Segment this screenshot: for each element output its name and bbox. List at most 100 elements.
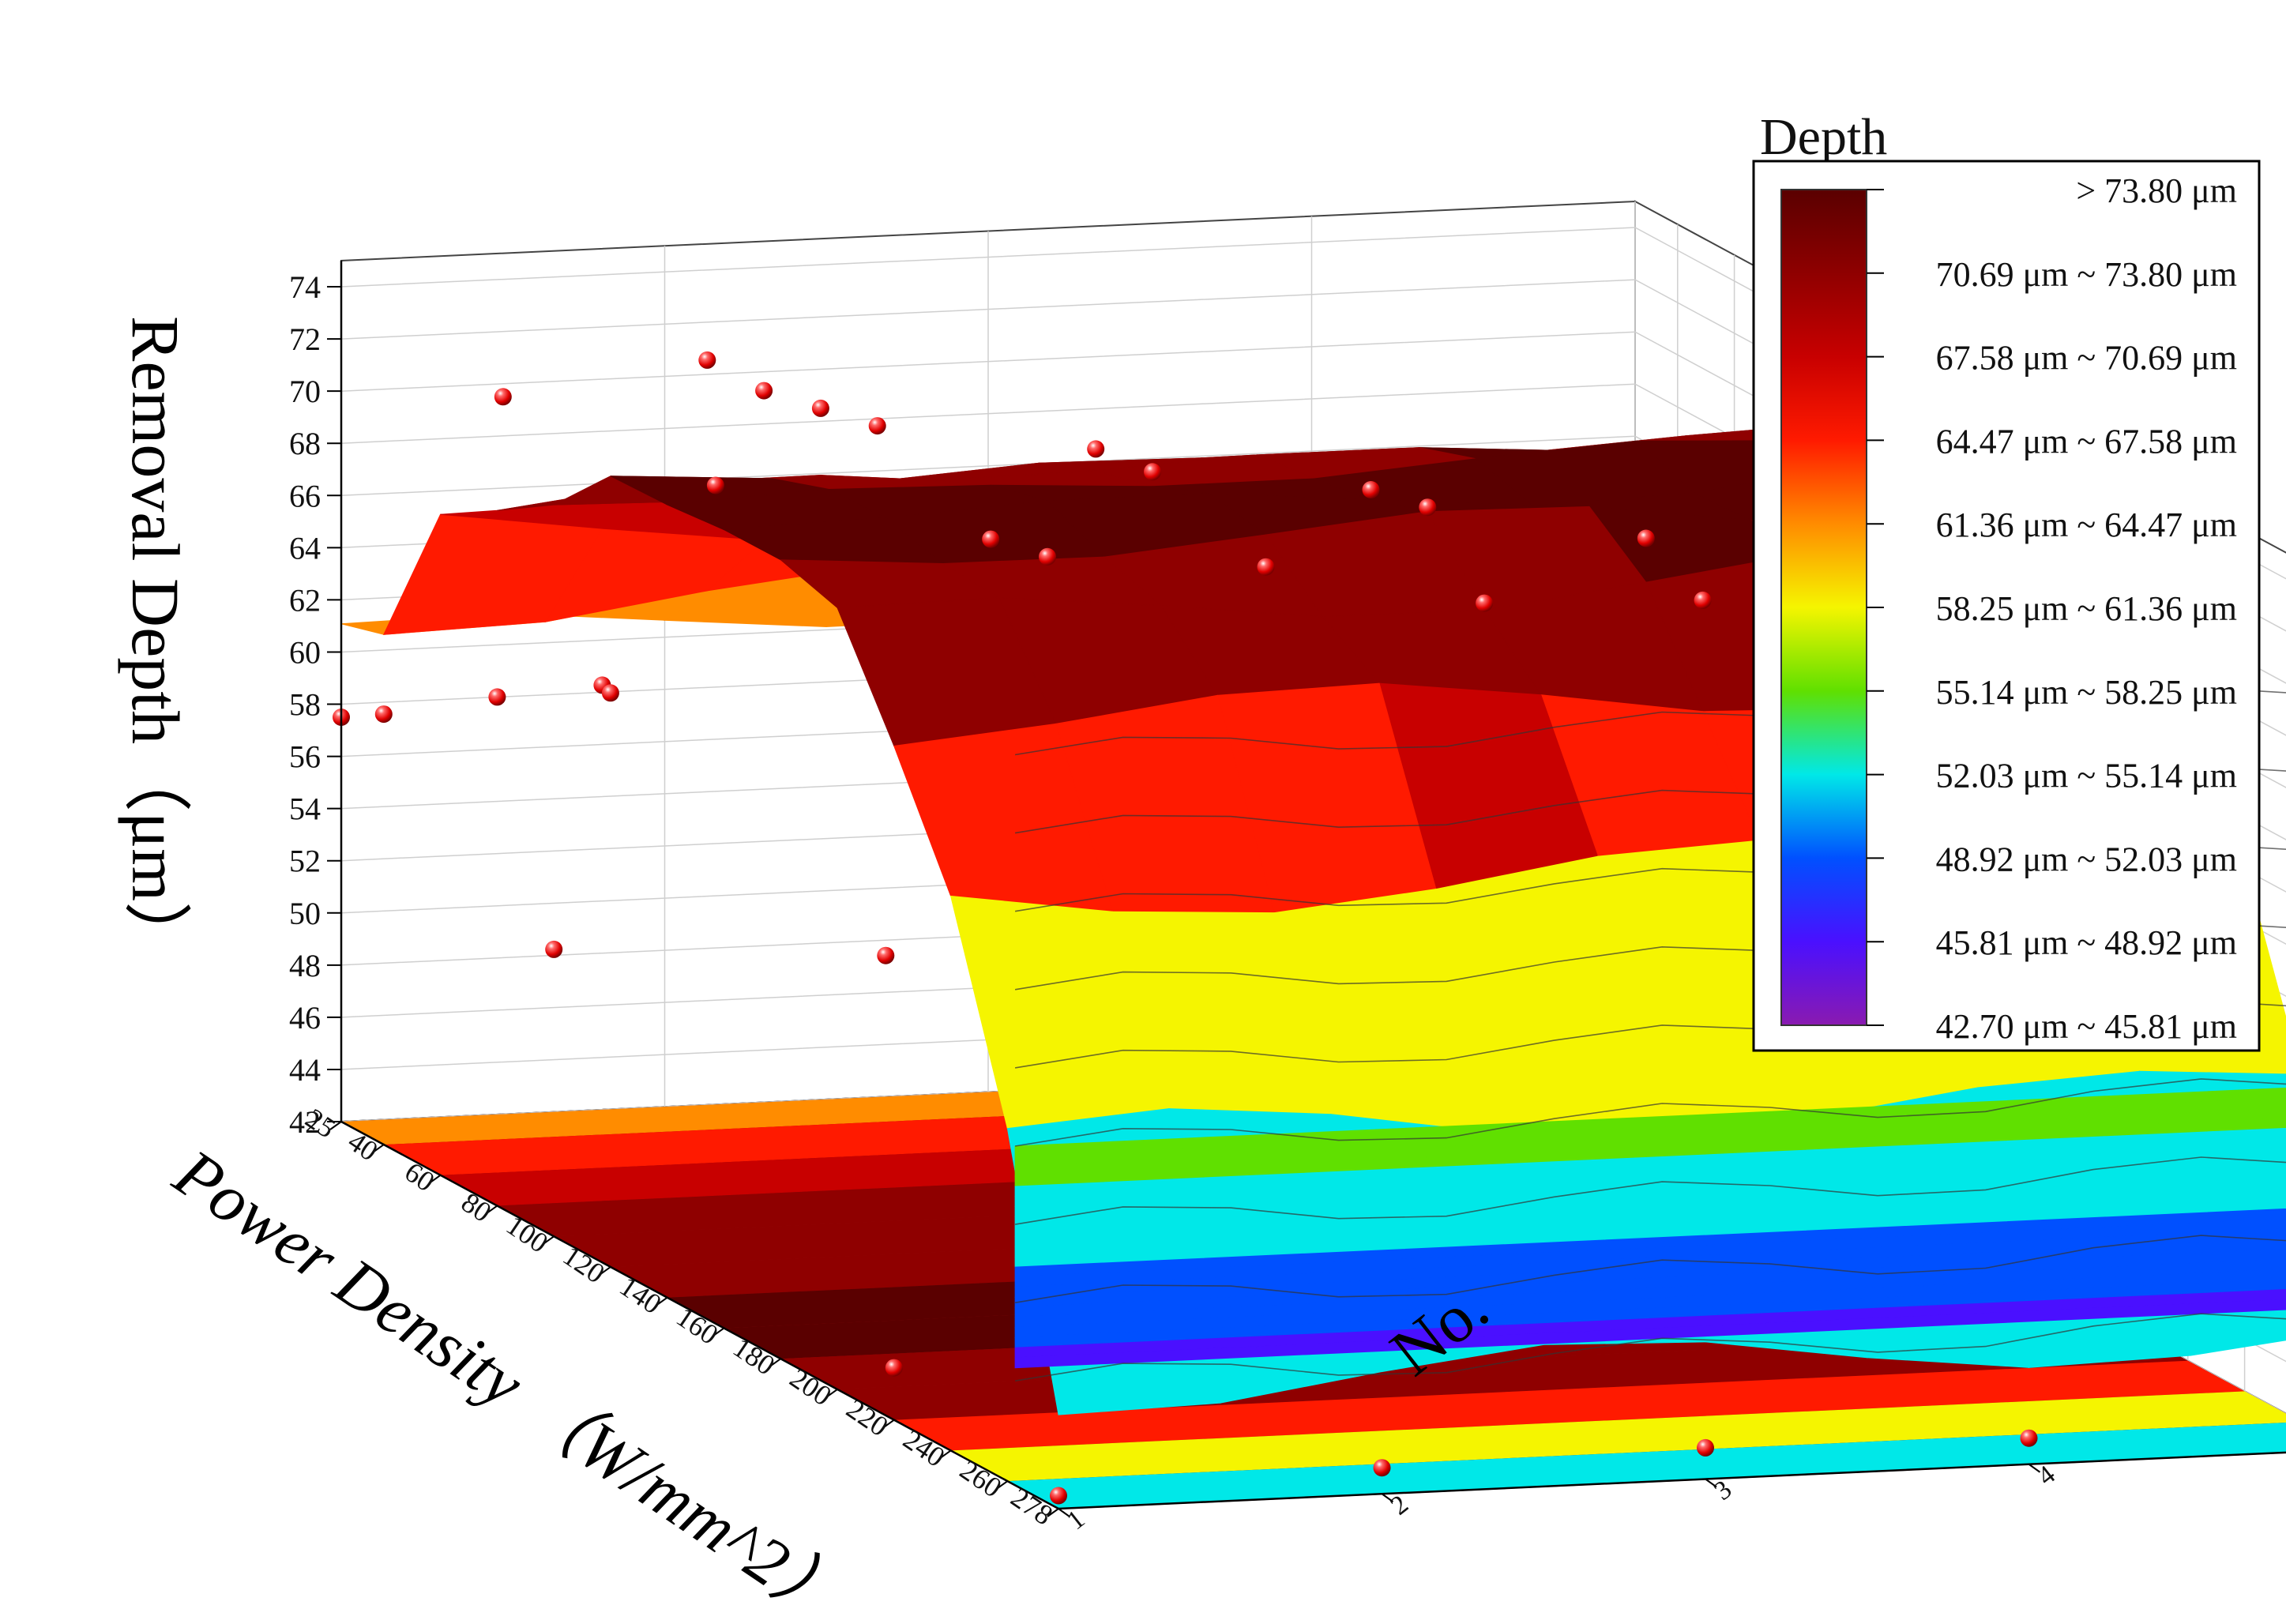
x-tick-mark [825, 1389, 838, 1398]
data-point [494, 388, 512, 406]
surface-front-band [1014, 1228, 2286, 1298]
z-tick-label: 70 [289, 374, 321, 409]
data-point [982, 530, 1000, 548]
y-tick-mark [1705, 1478, 1717, 1488]
surface-front-band [1014, 1269, 2286, 1338]
surface-front-band [1014, 1299, 2286, 1369]
z-tick-label: 74 [289, 269, 321, 305]
z-tick-label: 66 [289, 478, 321, 513]
z-axis-ticks: 42 44 46 48 50 52 54 56 58 60 62 64 66 68 70 72 74 [289, 261, 343, 1140]
legend-label: 52.03 μm ~ 55.14 μm [1936, 757, 2237, 795]
x-tick-mark [429, 1174, 442, 1184]
x-tick-mark [712, 1327, 725, 1337]
legend-label: 42.70 μm ~ 45.81 μm [1936, 1007, 2237, 1046]
floor-band [950, 1391, 2286, 1482]
z-tick-label: 48 [289, 948, 321, 983]
legend-label: 61.36 μm ~ 64.47 μm [1936, 506, 2237, 544]
legend-label: 67.58 μm ~ 70.69 μm [1936, 339, 2237, 378]
surface-front-band [1014, 1289, 2286, 1359]
contour-line [1014, 1156, 2286, 1225]
surface-front-band [1014, 1127, 2286, 1197]
legend-label: 64.47 μm ~ 67.58 μm [1936, 422, 2237, 461]
x-tick-mark [882, 1419, 895, 1429]
y-tick-label: 1 [1062, 1505, 1090, 1536]
surface-front-band [1014, 1208, 2286, 1278]
x-tick-mark [939, 1449, 952, 1460]
x-tick-mark [542, 1235, 555, 1246]
data-point [1476, 594, 1494, 612]
data-point [1362, 481, 1380, 498]
data-point [1050, 1487, 1067, 1505]
surface-front-band [1014, 1258, 2286, 1329]
data-point [1144, 463, 1161, 481]
surface-front-band [1014, 1178, 2286, 1248]
y-tick-label: 3 [1709, 1475, 1737, 1506]
x-tick-mark [769, 1358, 781, 1368]
data-point [1419, 498, 1437, 517]
data-point [1087, 440, 1105, 458]
surface-front-band [1014, 1249, 2286, 1318]
y-tick-label: 4 [2032, 1460, 2061, 1491]
floor-band [893, 1360, 2245, 1451]
z-tick-label: 42 [289, 1104, 321, 1140]
z-tick-label: 44 [289, 1052, 321, 1088]
surface-front-band [1014, 1118, 2286, 1187]
data-point [1257, 558, 1275, 576]
data-point [706, 476, 724, 494]
z-tick-label: 68 [289, 426, 321, 461]
legend-label: 58.25 μm ~ 61.36 μm [1936, 589, 2237, 628]
legend-label: 70.69 μm ~ 73.80 μm [1936, 255, 2237, 294]
surface-front-band [1014, 1137, 2286, 1208]
data-point [885, 1359, 903, 1377]
x-tick-mark [599, 1266, 611, 1276]
data-point [601, 684, 619, 702]
x-axis-line [340, 1120, 1059, 1510]
data-point [877, 946, 895, 964]
surface-front-band [1014, 1097, 2286, 1167]
legend-label: 48.92 μm ~ 52.03 μm [1936, 840, 2237, 878]
legend: Depth > 73.80 μm 70.69 μm ~ 73.80 μm 67.58… [1752, 108, 2261, 1052]
y-tick-label: 2 [1386, 1490, 1414, 1521]
z-tick-label: 54 [289, 791, 321, 827]
z-tick-label: 72 [289, 321, 321, 357]
legend-label: > 73.80 μm [2076, 171, 2237, 210]
z-tick-label: 52 [289, 844, 321, 879]
legend-entries: > 73.80 μm 70.69 μm ~ 73.80 μm 67.58 μm ~ … [1867, 171, 2237, 1046]
surface-front-band [1014, 1148, 2286, 1217]
surface-front-band [1014, 1188, 2286, 1257]
surface-front-band [1014, 1158, 2286, 1227]
x-tick-mark [995, 1480, 1008, 1490]
data-point [1373, 1459, 1391, 1477]
data-point [1694, 591, 1712, 609]
data-point [1039, 547, 1056, 566]
data-point [545, 940, 563, 958]
z-tick-label: 64 [289, 530, 321, 566]
data-point [811, 399, 829, 417]
contour-line [1014, 1235, 2286, 1303]
z-tick-label: 62 [289, 582, 321, 618]
data-point [755, 382, 773, 400]
data-point [2020, 1429, 2038, 1447]
z-tick-label: 56 [289, 739, 321, 775]
z-tick-label: 50 [289, 896, 321, 931]
surface-front-band [1014, 1167, 2286, 1238]
contour-line [1014, 1078, 2286, 1147]
y-tick-mark [2028, 1463, 2041, 1473]
legend-label: 55.14 μm ~ 58.25 μm [1936, 673, 2237, 712]
contour-line [1014, 1313, 2286, 1382]
surface-front-band [1014, 1198, 2286, 1268]
x-tick-mark [329, 1121, 342, 1130]
data-point [1637, 529, 1655, 547]
z-axis-title: Removal Depth（μm） [118, 316, 194, 969]
data-point [868, 417, 886, 435]
x-tick-mark [1047, 1508, 1059, 1517]
z-tick-label: 58 [289, 687, 321, 723]
z-tick-label: 46 [289, 1000, 321, 1036]
legend-title: Depth [1760, 108, 1887, 166]
legend-label: 45.81 μm ~ 48.92 μm [1936, 923, 2237, 962]
surface-front-band [1014, 1279, 2286, 1348]
surface-front-band [1014, 1107, 2286, 1177]
legend-colorbar [1780, 189, 1867, 1026]
surface-front-band [1014, 1218, 2286, 1288]
